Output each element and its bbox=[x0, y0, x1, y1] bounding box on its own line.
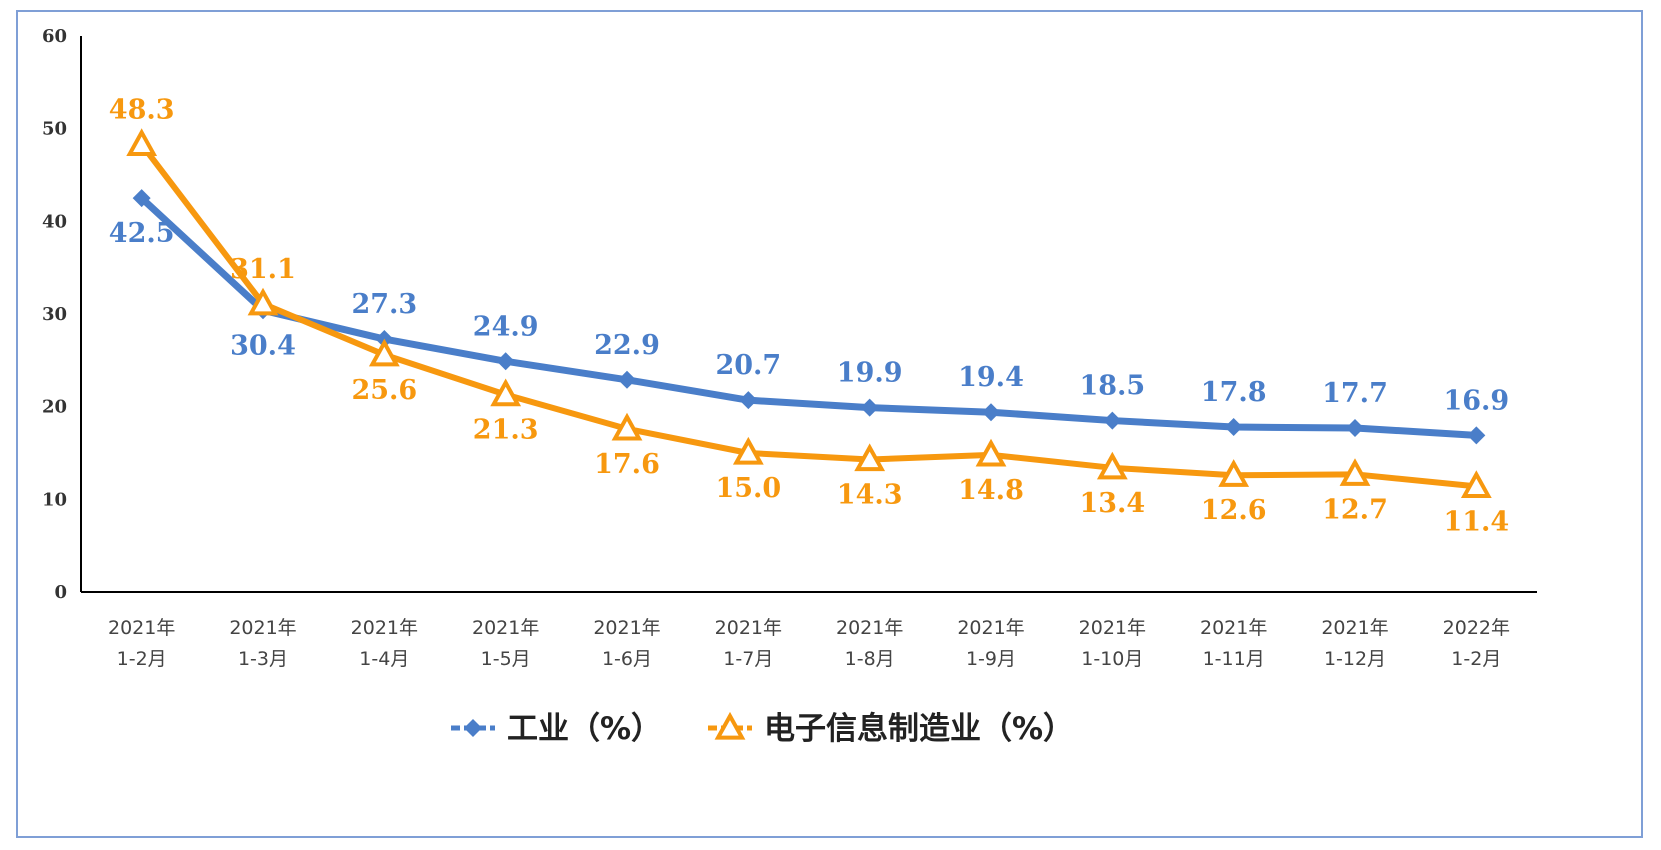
electronics-point bbox=[126, 128, 158, 157]
industry-data-label: 17.7 bbox=[1322, 378, 1388, 409]
electronics-point bbox=[1096, 451, 1128, 480]
x-tick-label: 2021年 1-7月 bbox=[715, 617, 782, 670]
industry-data-label: 18.5 bbox=[1079, 371, 1145, 402]
legend-marker bbox=[464, 719, 482, 737]
series-layer bbox=[126, 128, 1492, 498]
legend-label: 工业（%） bbox=[507, 711, 662, 747]
y-tick-label: 60 bbox=[42, 26, 67, 47]
electronics-point bbox=[611, 412, 643, 441]
electronics-data-label: 14.3 bbox=[837, 479, 903, 510]
electronics-data-label: 31.1 bbox=[230, 254, 296, 285]
y-tick-label: 30 bbox=[42, 304, 67, 325]
industry-data-label: 19.4 bbox=[958, 362, 1024, 393]
electronics-point bbox=[368, 338, 400, 367]
electronics-data-label: 17.6 bbox=[594, 449, 660, 480]
x-tick-label: 2021年 1-9月 bbox=[957, 617, 1024, 670]
y-tick-label: 10 bbox=[42, 489, 67, 510]
industry-data-label: 27.3 bbox=[351, 289, 417, 320]
electronics-point bbox=[854, 443, 886, 472]
legend-label: 电子信息制造业（%） bbox=[764, 711, 1074, 747]
industry-point bbox=[132, 189, 151, 208]
electronics-point bbox=[975, 438, 1007, 467]
series-line-industry bbox=[138, 194, 1480, 439]
industry-point bbox=[739, 391, 758, 410]
y-tick-label: 0 bbox=[54, 582, 67, 603]
x-tick-label: 2021年 1-12月 bbox=[1321, 617, 1388, 670]
x-tick-label: 2021年 1-3月 bbox=[229, 617, 296, 670]
legend-marker bbox=[714, 711, 746, 740]
industry-point bbox=[496, 352, 515, 371]
electronics-point bbox=[490, 378, 522, 407]
series-line-electronics bbox=[138, 141, 1480, 490]
data-labels: 42.5 30.4 27.3 24.9 22.9 20.7 19.9 19.4 18.5 17.8… bbox=[109, 94, 1509, 537]
electronics-point bbox=[1218, 459, 1250, 487]
line-chart: 0 10 20 30 40 50 60 2021年 1-2月 2021年 1-3月 2021年 1-4月… bbox=[42, 26, 1537, 747]
electronics-data-label: 13.4 bbox=[1079, 488, 1145, 519]
electronics-point bbox=[1339, 458, 1371, 486]
industry-data-label: 20.7 bbox=[715, 350, 781, 381]
industry-data-label: 30.4 bbox=[230, 330, 296, 361]
y-tick-label: 20 bbox=[42, 397, 67, 418]
x-tick-label: 2021年 1-10月 bbox=[1079, 617, 1146, 670]
electronics-data-label: 12.6 bbox=[1201, 495, 1267, 526]
electronics-data-label: 14.8 bbox=[958, 475, 1024, 506]
industry-data-label: 24.9 bbox=[473, 311, 539, 342]
x-tick-label: 2021年 1-11月 bbox=[1200, 617, 1267, 670]
electronics-point bbox=[732, 436, 764, 465]
y-tick-label: 40 bbox=[42, 211, 67, 232]
chart-frame: 0 10 20 30 40 50 60 2021年 1-2月 2021年 1-3月 2021年 1-4月… bbox=[16, 10, 1643, 838]
x-tick-label: 2021年 1-4月 bbox=[351, 617, 418, 670]
x-tick-label: 2022年 1-2月 bbox=[1443, 617, 1510, 670]
electronics-data-label: 25.6 bbox=[351, 375, 417, 406]
industry-data-label: 17.8 bbox=[1201, 377, 1267, 408]
industry-point bbox=[1224, 418, 1243, 437]
industry-data-label: 19.9 bbox=[837, 358, 903, 389]
electronics-data-label: 11.4 bbox=[1443, 506, 1509, 537]
industry-point bbox=[860, 398, 879, 417]
industry-point bbox=[1346, 418, 1364, 437]
industry-data-label: 22.9 bbox=[594, 330, 660, 361]
electronics-data-label: 12.7 bbox=[1322, 494, 1388, 525]
x-tick-label: 2021年 1-6月 bbox=[593, 617, 660, 670]
industry-point bbox=[982, 403, 1000, 422]
electronics-data-label: 21.3 bbox=[473, 415, 539, 446]
y-tick-label: 50 bbox=[42, 119, 67, 140]
axes: 0 10 20 30 40 50 60 2021年 1-2月 2021年 1-3月 2021年 1-4月… bbox=[42, 26, 1537, 670]
x-tick-label: 2021年 1-5月 bbox=[472, 617, 539, 670]
x-tick-label: 2021年 1-2月 bbox=[108, 617, 175, 670]
industry-data-label: 16.9 bbox=[1443, 385, 1509, 416]
electronics-point bbox=[1460, 470, 1492, 498]
legend: 工业（%） 电子信息制造业（%） bbox=[451, 711, 1074, 747]
industry-point bbox=[618, 370, 636, 389]
industry-point bbox=[1467, 426, 1486, 445]
electronics-data-label: 48.3 bbox=[109, 94, 175, 125]
x-tick-label: 2021年 1-8月 bbox=[836, 617, 903, 670]
electronics-point bbox=[247, 287, 279, 316]
legend-item-industry: 工业（%） bbox=[451, 711, 662, 747]
industry-point bbox=[1103, 411, 1122, 430]
electronics-data-label: 15.0 bbox=[715, 473, 781, 504]
industry-data-label: 42.5 bbox=[109, 218, 175, 249]
legend-item-electronics: 电子信息制造业（%） bbox=[708, 711, 1074, 747]
